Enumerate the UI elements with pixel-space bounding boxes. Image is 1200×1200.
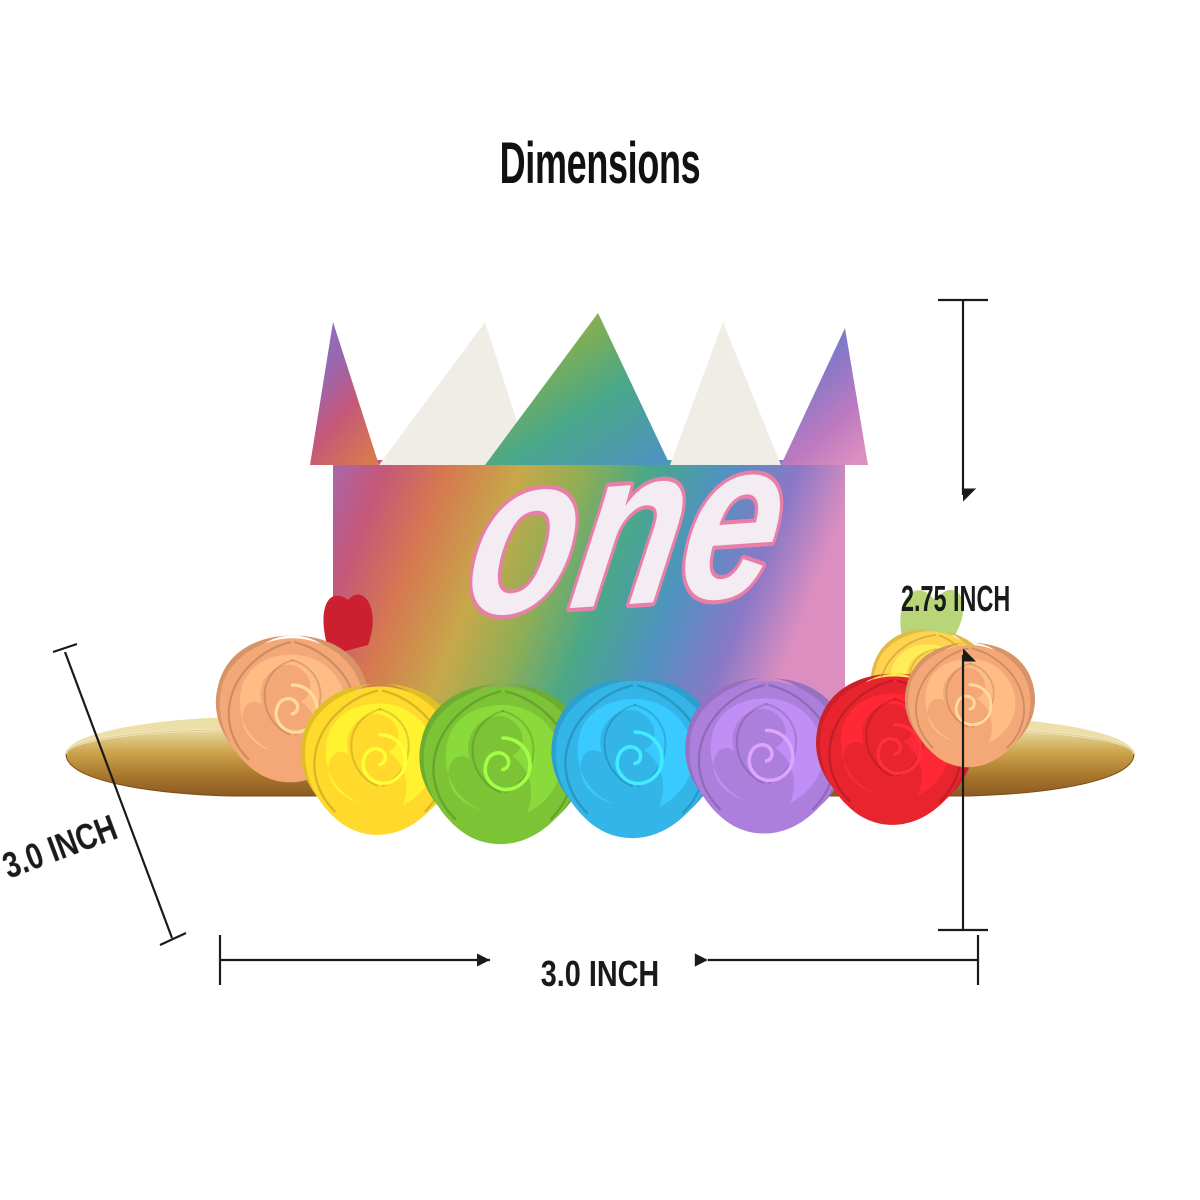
svg-text:one: one xyxy=(451,390,806,665)
